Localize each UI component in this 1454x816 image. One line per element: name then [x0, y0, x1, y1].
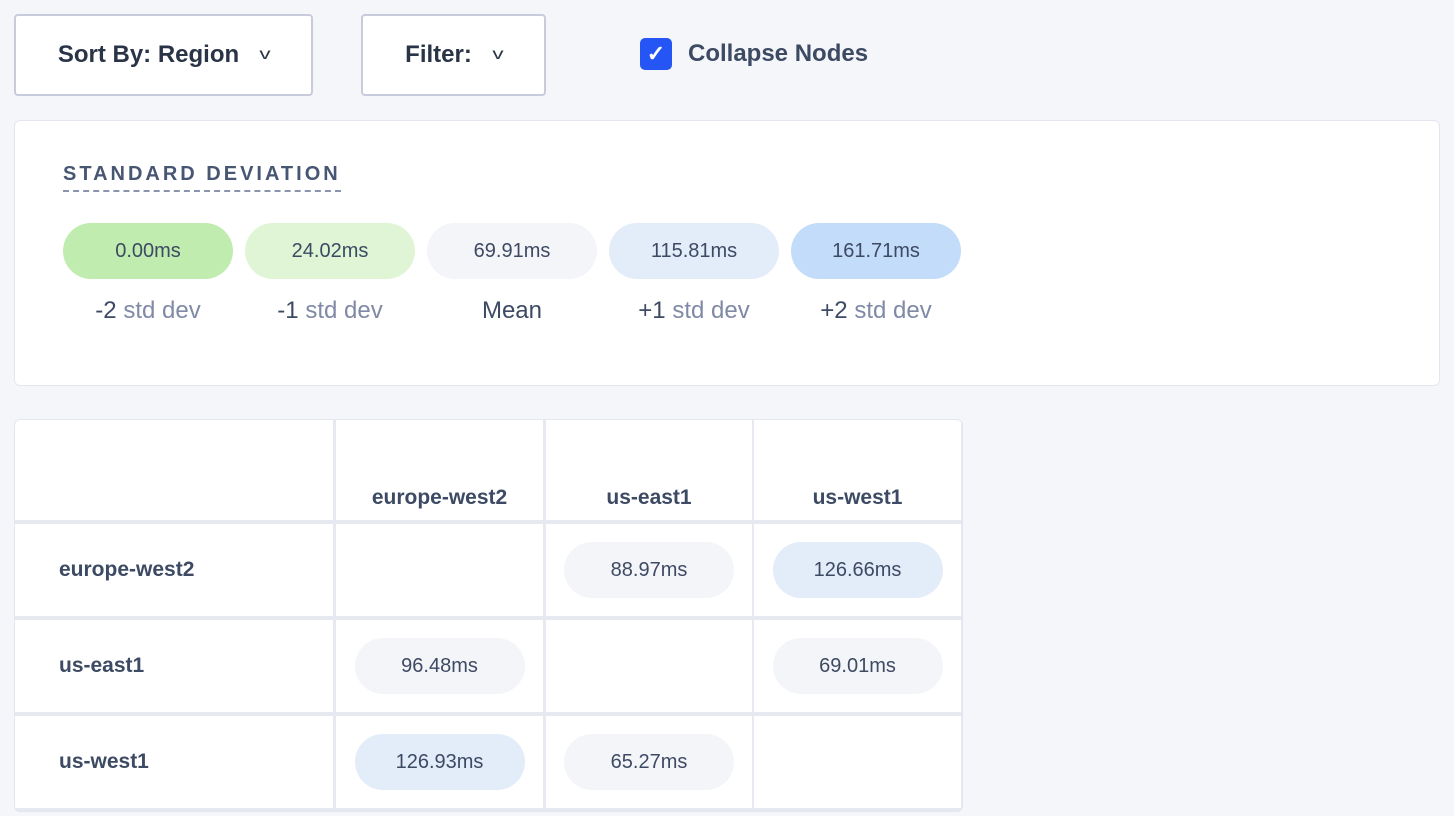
sort-label: Sort By: Region [57, 41, 240, 68]
filter-label: Filter: [405, 41, 472, 68]
matrix-cell: 88.97ms [546, 524, 752, 616]
latency-chip: 96.48ms [354, 638, 525, 694]
matrix-cell [754, 716, 961, 808]
chevron-down-icon: v [492, 46, 504, 63]
matrix-cell: 65.27ms [546, 716, 752, 808]
legend-label-prefix: +1 [638, 297, 666, 324]
latency-chip: 69.01ms [772, 638, 943, 694]
legend-label-suffix: std dev [854, 297, 932, 324]
matrix-cell: 126.93ms [336, 716, 543, 808]
collapse-nodes-label[interactable]: Collapse Nodes [688, 40, 869, 67]
checkmark-icon: ✓ [646, 41, 666, 66]
legend-label: +1 std dev [609, 297, 779, 325]
legend-pill: 0.00ms [63, 223, 233, 279]
matrix-cell: 126.66ms [754, 524, 961, 616]
matrix-cell [546, 620, 752, 712]
filter-dropdown[interactable]: Filter: v [361, 14, 546, 96]
matrix-cell [336, 524, 543, 616]
legend-title: STANDARD DEVIATION [63, 163, 341, 192]
column-header: europe-west2 [336, 420, 543, 520]
legend-label: -2 std dev [63, 297, 233, 325]
legend-label-prefix: -1 [277, 297, 299, 324]
latency-chip: 126.66ms [772, 542, 943, 598]
legend-label-suffix: std dev [672, 297, 750, 324]
row-header: us-east1 [15, 620, 333, 712]
sort-dropdown[interactable]: Sort By: Region v [14, 14, 313, 96]
latency-chip: 88.97ms [564, 542, 734, 598]
corner-cell [15, 420, 333, 520]
row-header: us-west1 [15, 716, 333, 808]
legend-label: +2 std dev [791, 297, 961, 325]
legend-label-suffix: std dev [123, 297, 201, 324]
legend-label: -1 std dev [245, 297, 415, 325]
latency-chip: 65.27ms [564, 734, 734, 790]
matrix-cell: 69.01ms [754, 620, 961, 712]
legend-label-prefix: +2 [820, 297, 848, 324]
std-dev-legend: STANDARD DEVIATION 0.00ms -2 std dev 24.02… [14, 120, 1440, 386]
legend-pill: 161.71ms [791, 223, 961, 279]
column-header: us-west1 [754, 420, 961, 520]
latency-chip: 126.93ms [354, 734, 525, 790]
legend-label: Mean [427, 297, 597, 325]
legend-label-suffix: std dev [305, 297, 383, 324]
chevron-down-icon: v [259, 46, 271, 63]
latency-matrix: europe-west2 us-east1 us-west1 europe-west2… [14, 419, 963, 812]
legend-pill: 69.91ms [427, 223, 597, 279]
matrix-cell: 96.48ms [336, 620, 543, 712]
column-header: us-east1 [546, 420, 752, 520]
row-header: europe-west2 [15, 524, 333, 616]
legend-pill: 115.81ms [609, 223, 779, 279]
legend-pill: 24.02ms [245, 223, 415, 279]
legend-label-prefix: Mean [481, 297, 543, 324]
collapse-nodes-checkbox[interactable]: ✓ [640, 38, 672, 70]
legend-label-prefix: -2 [95, 297, 117, 324]
